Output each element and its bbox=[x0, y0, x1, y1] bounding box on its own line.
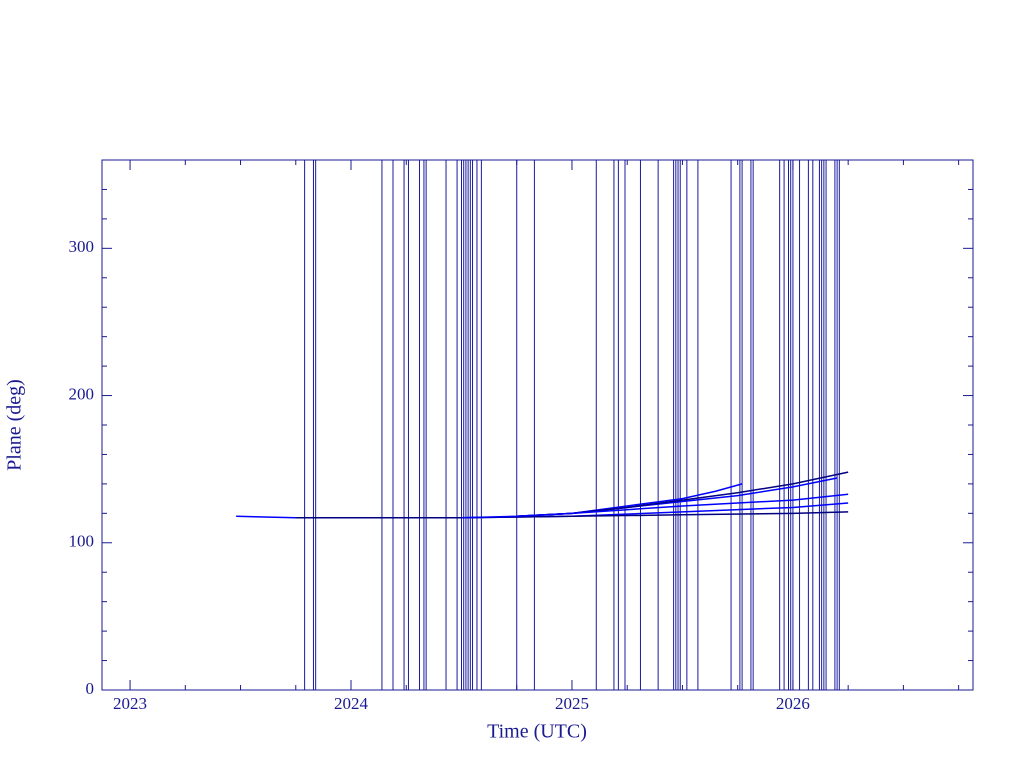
x-tick-label: 2025 bbox=[555, 694, 589, 713]
plot-frame bbox=[101, 159, 974, 691]
y-tick-label: 100 bbox=[69, 532, 95, 551]
trace-line bbox=[516, 471, 849, 518]
y-tick-label: 200 bbox=[69, 384, 95, 403]
x-tick-label: 2023 bbox=[113, 694, 147, 713]
y-axis-title: Plane (deg) bbox=[4, 379, 26, 471]
y-tick-label: 300 bbox=[69, 237, 95, 256]
x-tick-label: 2024 bbox=[334, 694, 369, 713]
x-axis-title: Time (UTC) bbox=[487, 721, 587, 743]
trace-line bbox=[461, 483, 743, 519]
trace-line bbox=[516, 493, 849, 518]
y-tick-label: 0 bbox=[86, 679, 95, 698]
trace-line bbox=[295, 511, 849, 519]
x-tick-label: 2026 bbox=[776, 694, 810, 713]
trace-line bbox=[516, 477, 838, 518]
